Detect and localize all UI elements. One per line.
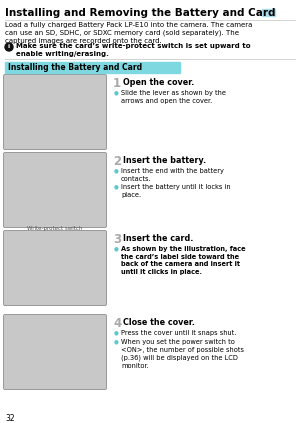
Text: Write-protect switch: Write-protect switch <box>27 226 83 231</box>
Text: ●: ● <box>114 91 119 96</box>
FancyBboxPatch shape <box>4 153 106 228</box>
Bar <box>5 62 180 73</box>
Text: 1: 1 <box>113 77 121 90</box>
Text: Installing and Removing the Battery and Card: Installing and Removing the Battery and … <box>5 8 275 18</box>
Text: Insert the battery.: Insert the battery. <box>123 156 206 165</box>
Bar <box>262 9 275 16</box>
Text: Make sure the card’s write-protect switch is set upward to
enable writing/erasin: Make sure the card’s write-protect switc… <box>16 43 250 57</box>
Text: Insert the battery until it locks in
place.: Insert the battery until it locks in pla… <box>121 184 231 198</box>
Text: Slide the lever as shown by the
arrows and open the cover.: Slide the lever as shown by the arrows a… <box>121 90 226 104</box>
Text: Installing the Battery and Card: Installing the Battery and Card <box>8 63 142 72</box>
Text: ●: ● <box>114 247 119 252</box>
Text: 32: 32 <box>5 414 15 423</box>
Text: When you set the power switch to
<ON>, the number of possible shots
(p.36) will : When you set the power switch to <ON>, t… <box>121 339 244 369</box>
FancyBboxPatch shape <box>4 74 106 149</box>
Text: ●: ● <box>114 185 119 190</box>
Text: Insert the end with the battery
contacts.: Insert the end with the battery contacts… <box>121 168 224 182</box>
FancyBboxPatch shape <box>4 231 106 305</box>
Text: 2: 2 <box>113 155 121 168</box>
FancyBboxPatch shape <box>4 314 106 390</box>
Text: 3: 3 <box>113 233 121 246</box>
Text: ●: ● <box>114 330 119 335</box>
Text: Close the cover.: Close the cover. <box>123 318 195 327</box>
Text: As shown by the illustration, face
the card’s label side toward the
back of the : As shown by the illustration, face the c… <box>121 246 246 275</box>
Circle shape <box>5 43 13 51</box>
Text: i: i <box>8 44 10 49</box>
Text: 4: 4 <box>113 317 121 330</box>
Text: ●: ● <box>114 340 119 345</box>
Text: Load a fully charged Battery Pack LP-E10 into the camera. The camera
can use an : Load a fully charged Battery Pack LP-E10… <box>5 22 252 44</box>
Text: Open the cover.: Open the cover. <box>123 78 194 87</box>
Text: ●: ● <box>114 168 119 173</box>
Text: Insert the card.: Insert the card. <box>123 234 194 243</box>
Text: Press the cover until it snaps shut.: Press the cover until it snaps shut. <box>121 330 236 336</box>
